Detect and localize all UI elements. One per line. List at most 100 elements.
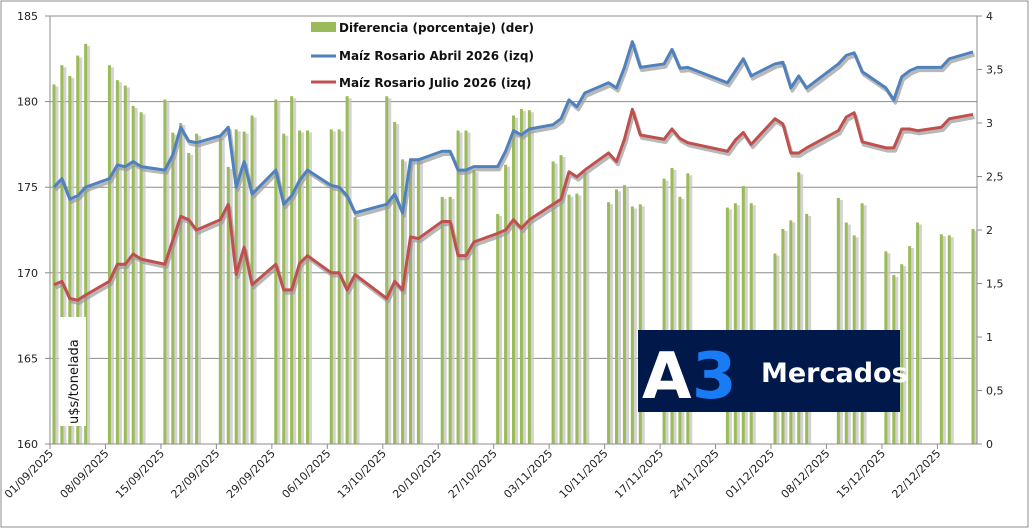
bar-shadow bbox=[743, 188, 748, 444]
legend-label-julio: Maíz Rosario Julio 2026 (izq) bbox=[339, 76, 531, 90]
bar-shadow bbox=[70, 77, 75, 445]
bar-shadow bbox=[973, 230, 978, 444]
bar-diferencia bbox=[670, 167, 674, 444]
legend: Diferencia (porcentaje) (der) Maíz Rosar… bbox=[311, 21, 534, 90]
y-right-tick-label: 2 bbox=[986, 224, 993, 237]
y-tick-label: 165 bbox=[17, 352, 38, 365]
bar-shadow bbox=[300, 132, 305, 445]
bar-shadow bbox=[133, 107, 138, 444]
bar-diferencia bbox=[329, 129, 333, 445]
y-tick-label: 170 bbox=[17, 267, 38, 280]
bar-diferencia bbox=[84, 43, 88, 444]
bar-shadow bbox=[387, 98, 392, 444]
bar-shadow bbox=[529, 112, 534, 444]
bar-shadow bbox=[403, 161, 408, 444]
y-right-tick-label: 0,5 bbox=[986, 385, 1004, 398]
bar-diferencia bbox=[401, 159, 405, 444]
bar-diferencia bbox=[187, 152, 191, 444]
bar-diferencia bbox=[741, 186, 745, 444]
bar-shadow bbox=[347, 98, 352, 444]
bar-shadow bbox=[624, 187, 629, 444]
bar-shadow bbox=[521, 111, 526, 444]
bar-shadow bbox=[458, 132, 463, 445]
bar-shadow bbox=[632, 208, 637, 444]
bar-shadow bbox=[54, 86, 59, 444]
bar-shadow bbox=[474, 172, 479, 444]
bar-diferencia bbox=[678, 196, 682, 444]
bar-shadow bbox=[292, 98, 297, 444]
bar-shadow bbox=[165, 101, 170, 445]
bar-diferencia bbox=[337, 129, 341, 445]
logo-letter-a: A bbox=[642, 340, 692, 414]
bar-shadow bbox=[109, 67, 114, 444]
bar-diferencia bbox=[527, 110, 531, 444]
bar-diferencia bbox=[575, 193, 579, 444]
bar-diferencia bbox=[504, 164, 508, 445]
bar-shadow bbox=[949, 237, 954, 444]
bar-diferencia bbox=[939, 234, 943, 444]
bar-shadow bbox=[506, 166, 511, 445]
y-tick-label: 185 bbox=[17, 10, 38, 23]
bar-diferencia bbox=[860, 203, 864, 444]
bar-shadow bbox=[902, 266, 907, 444]
y-tick-label: 180 bbox=[17, 96, 38, 109]
bar-shadow bbox=[197, 135, 202, 444]
bar-diferencia bbox=[131, 105, 135, 444]
bar-diferencia bbox=[76, 55, 80, 445]
bar-diferencia bbox=[298, 130, 302, 445]
bar-shadow bbox=[838, 199, 843, 444]
bar-shadow bbox=[355, 219, 360, 444]
bar-diferencia bbox=[242, 131, 246, 444]
bar-diferencia bbox=[107, 65, 111, 444]
bar-diferencia bbox=[512, 115, 515, 444]
bar-shadow bbox=[553, 163, 558, 444]
bar-shadow bbox=[236, 131, 241, 445]
bar-diferencia bbox=[559, 155, 563, 444]
bar-diferencia bbox=[115, 80, 119, 444]
logo-wordmark: Mercados bbox=[761, 358, 908, 389]
bar-shadow bbox=[751, 205, 756, 444]
bar-diferencia bbox=[385, 96, 389, 444]
bar-diferencia bbox=[234, 129, 238, 445]
bar-shadow bbox=[141, 114, 146, 445]
bar-diferencia bbox=[274, 99, 278, 445]
a3-mercados-logo: A 3 Mercados bbox=[638, 330, 908, 414]
bar-diferencia bbox=[179, 123, 183, 444]
bar-diferencia bbox=[916, 222, 920, 444]
bar-shadow bbox=[688, 175, 693, 445]
bar-diferencia bbox=[567, 194, 571, 444]
y-right-tick-label: 3 bbox=[986, 117, 993, 130]
bar-diferencia bbox=[908, 246, 912, 444]
bar-diferencia bbox=[306, 130, 309, 445]
y-tick-label: 175 bbox=[17, 181, 38, 194]
bar-shadow bbox=[228, 168, 233, 444]
bar-diferencia bbox=[464, 130, 468, 445]
bar-shadow bbox=[442, 198, 447, 444]
bar-diferencia bbox=[805, 213, 809, 444]
bar-diferencia bbox=[448, 196, 452, 444]
legend-label-diferencia: Diferencia (porcentaje) (der) bbox=[339, 21, 534, 35]
y-right-tick-label: 3,5 bbox=[986, 64, 1004, 77]
bar-diferencia bbox=[662, 178, 666, 444]
y-right-tick-label: 1,5 bbox=[986, 278, 1004, 291]
bar-diferencia bbox=[68, 75, 72, 445]
bar-shadow bbox=[418, 160, 423, 444]
bar-diferencia bbox=[456, 130, 460, 445]
bar-diferencia bbox=[440, 196, 444, 444]
bar-diferencia bbox=[615, 189, 618, 444]
bar-shadow bbox=[86, 45, 91, 444]
bar-shadow bbox=[411, 160, 415, 444]
bar-diferencia bbox=[971, 228, 975, 444]
y-tick-label: 160 bbox=[17, 438, 38, 451]
bar-diferencia bbox=[686, 173, 690, 445]
bar-diferencia bbox=[551, 161, 555, 444]
bar-diferencia bbox=[163, 99, 167, 445]
bar-shadow bbox=[62, 67, 67, 444]
bar-shadow bbox=[569, 196, 574, 444]
bar-shadow bbox=[640, 206, 645, 444]
bar-shadow bbox=[514, 117, 518, 444]
bar-shadow bbox=[498, 215, 503, 444]
bar-shadow bbox=[339, 131, 344, 445]
y-axis-label-bg bbox=[59, 317, 86, 426]
